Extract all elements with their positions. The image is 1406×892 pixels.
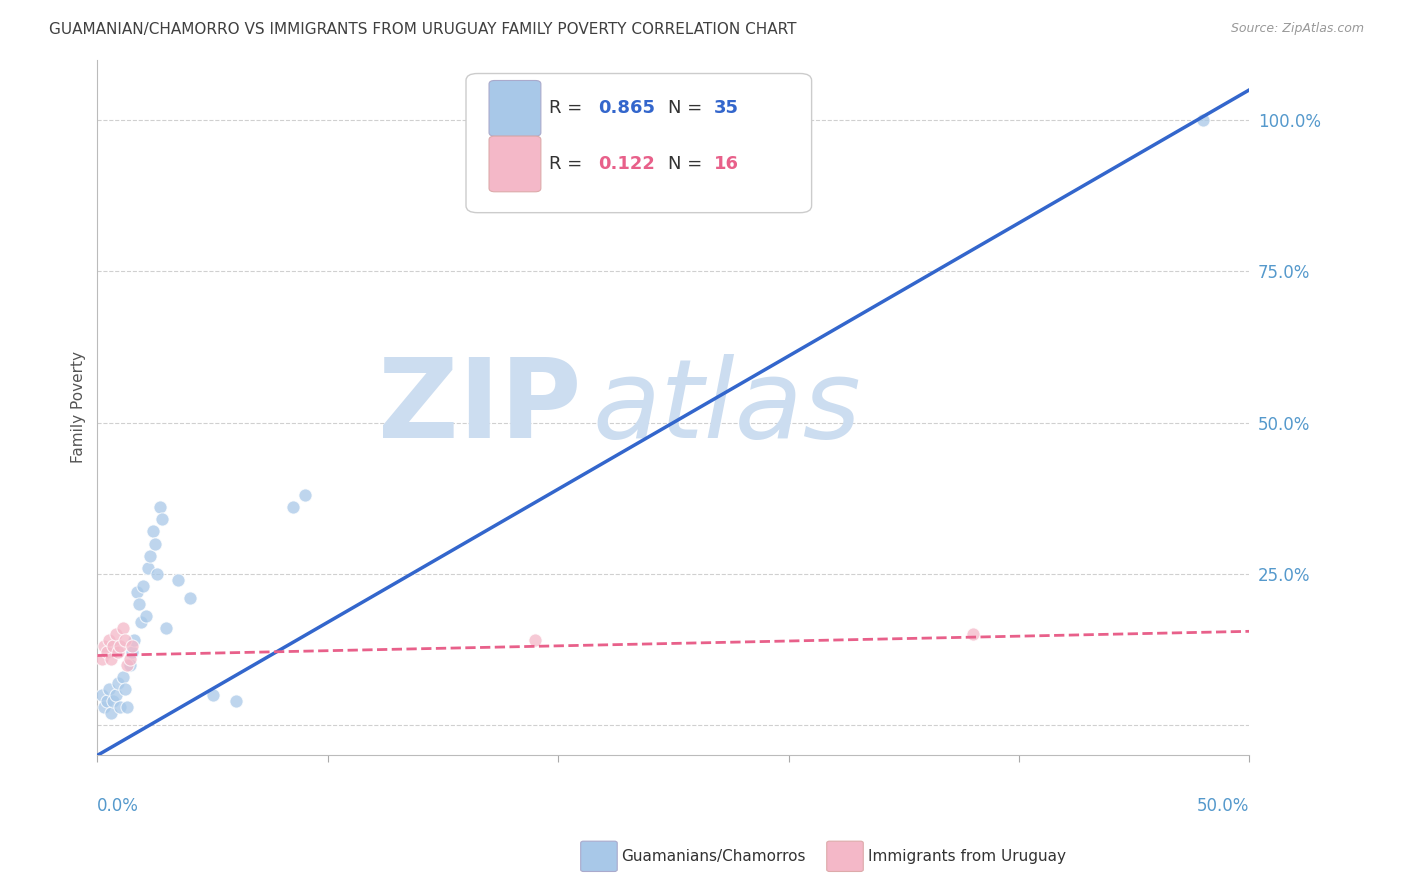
Point — [1192, 113, 1215, 128]
Text: 50.0%: 50.0% — [1197, 797, 1250, 815]
Point — [136, 561, 159, 575]
Point — [107, 646, 129, 660]
Point — [100, 651, 122, 665]
Point — [93, 640, 115, 654]
Point — [179, 591, 201, 605]
Point — [118, 657, 141, 672]
Point — [283, 500, 305, 515]
Point — [111, 621, 134, 635]
Point — [132, 579, 155, 593]
Point — [125, 585, 148, 599]
Point — [107, 675, 129, 690]
Text: Source: ZipAtlas.com: Source: ZipAtlas.com — [1230, 22, 1364, 36]
Point — [150, 512, 173, 526]
Text: 35: 35 — [714, 99, 738, 118]
Point — [135, 609, 157, 624]
Point — [155, 621, 177, 635]
Point — [962, 627, 984, 641]
Point — [121, 646, 143, 660]
Point — [117, 657, 139, 672]
Point — [143, 536, 166, 550]
Point — [97, 633, 120, 648]
Point — [91, 651, 114, 665]
Text: R =: R = — [548, 99, 588, 118]
Text: 16: 16 — [714, 155, 738, 173]
Point — [93, 700, 115, 714]
Point — [114, 681, 136, 696]
Text: Guamanians/Chamorros: Guamanians/Chamorros — [621, 849, 806, 863]
Text: R =: R = — [548, 155, 588, 173]
FancyBboxPatch shape — [465, 73, 811, 212]
Point — [96, 694, 118, 708]
Text: Immigrants from Uruguay: Immigrants from Uruguay — [868, 849, 1066, 863]
Y-axis label: Family Poverty: Family Poverty — [72, 351, 86, 464]
Point — [148, 500, 170, 515]
Point — [117, 700, 139, 714]
Text: N =: N = — [668, 155, 707, 173]
Point — [110, 640, 132, 654]
Point — [524, 633, 547, 648]
Point — [111, 670, 134, 684]
Point — [118, 651, 141, 665]
Text: atlas: atlas — [593, 354, 862, 461]
Text: ZIP: ZIP — [378, 354, 581, 461]
Text: GUAMANIAN/CHAMORRO VS IMMIGRANTS FROM URUGUAY FAMILY POVERTY CORRELATION CHART: GUAMANIAN/CHAMORRO VS IMMIGRANTS FROM UR… — [49, 22, 797, 37]
Point — [114, 633, 136, 648]
Text: 0.122: 0.122 — [599, 155, 655, 173]
Point — [201, 688, 224, 702]
Point — [294, 488, 316, 502]
Text: N =: N = — [668, 99, 707, 118]
Point — [142, 524, 165, 539]
Point — [104, 688, 127, 702]
Point — [96, 646, 118, 660]
Text: 0.0%: 0.0% — [97, 797, 139, 815]
Point — [100, 706, 122, 720]
Point — [103, 694, 125, 708]
Point — [110, 700, 132, 714]
Point — [129, 615, 152, 630]
Point — [103, 640, 125, 654]
Point — [128, 597, 150, 611]
FancyBboxPatch shape — [489, 136, 541, 192]
Point — [91, 688, 114, 702]
Text: 0.865: 0.865 — [599, 99, 655, 118]
Point — [104, 627, 127, 641]
Point — [97, 681, 120, 696]
FancyBboxPatch shape — [489, 80, 541, 136]
Point — [122, 633, 145, 648]
Point — [146, 566, 169, 581]
Point — [121, 640, 143, 654]
Point — [225, 694, 247, 708]
Point — [139, 549, 162, 563]
Point — [167, 573, 190, 587]
